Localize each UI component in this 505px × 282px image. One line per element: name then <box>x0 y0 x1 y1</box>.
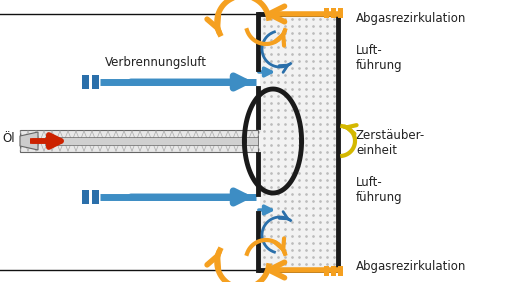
Bar <box>82 75 89 89</box>
Bar <box>323 266 328 276</box>
Text: Zerstäuber-
einheit: Zerstäuber- einheit <box>356 129 424 157</box>
Bar <box>260 16 335 268</box>
Polygon shape <box>20 132 38 150</box>
Text: Öl: Öl <box>2 131 15 144</box>
Bar <box>20 130 258 152</box>
Text: Verbrennungsluft: Verbrennungsluft <box>105 56 207 69</box>
Bar <box>82 190 89 204</box>
Bar <box>323 8 328 18</box>
Bar <box>92 190 99 204</box>
Text: Luft-
führung: Luft- führung <box>356 44 402 72</box>
Bar <box>92 75 99 89</box>
Text: Abgasrezirkulation: Abgasrezirkulation <box>356 12 466 25</box>
Bar <box>337 266 342 276</box>
Text: Abgasrezirkulation: Abgasrezirkulation <box>356 260 466 273</box>
Text: Luft-
führung: Luft- führung <box>356 176 402 204</box>
Bar <box>330 8 335 18</box>
Bar <box>45 137 258 145</box>
Bar <box>337 8 342 18</box>
Bar <box>330 266 335 276</box>
